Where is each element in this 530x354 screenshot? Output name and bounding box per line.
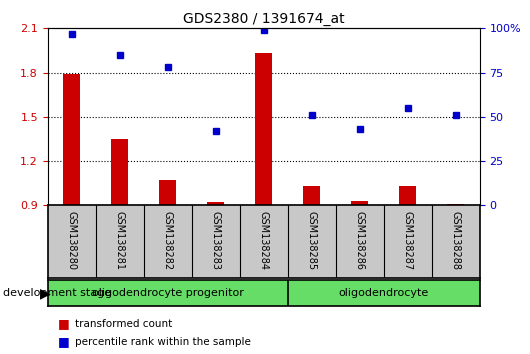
Text: oligodendrocyte: oligodendrocyte [339, 288, 429, 298]
Title: GDS2380 / 1391674_at: GDS2380 / 1391674_at [183, 12, 344, 26]
Text: GSM138280: GSM138280 [67, 211, 77, 270]
Text: ■: ■ [58, 335, 70, 348]
Text: GSM138285: GSM138285 [307, 211, 316, 270]
Bar [255, 53, 272, 205]
Text: ▶: ▶ [40, 286, 50, 300]
Text: GSM138286: GSM138286 [355, 211, 365, 270]
Bar [447, 204, 464, 205]
Text: GSM138283: GSM138283 [211, 211, 220, 270]
Text: GSM138281: GSM138281 [114, 211, 125, 270]
Text: GSM138287: GSM138287 [403, 211, 413, 270]
Text: development stage: development stage [3, 288, 111, 298]
Bar [351, 201, 368, 205]
Bar [63, 74, 80, 205]
Text: transformed count: transformed count [75, 319, 172, 329]
Bar [207, 202, 224, 205]
Text: GSM138282: GSM138282 [163, 211, 173, 270]
Text: percentile rank within the sample: percentile rank within the sample [75, 337, 251, 347]
Text: ■: ■ [58, 318, 70, 330]
Text: GSM138284: GSM138284 [259, 211, 269, 270]
Text: GSM138288: GSM138288 [450, 211, 461, 270]
Text: oligodendrocyte progenitor: oligodendrocyte progenitor [92, 288, 244, 298]
Bar [399, 186, 416, 205]
Bar [160, 180, 176, 205]
Bar [111, 139, 128, 205]
Bar [303, 186, 320, 205]
